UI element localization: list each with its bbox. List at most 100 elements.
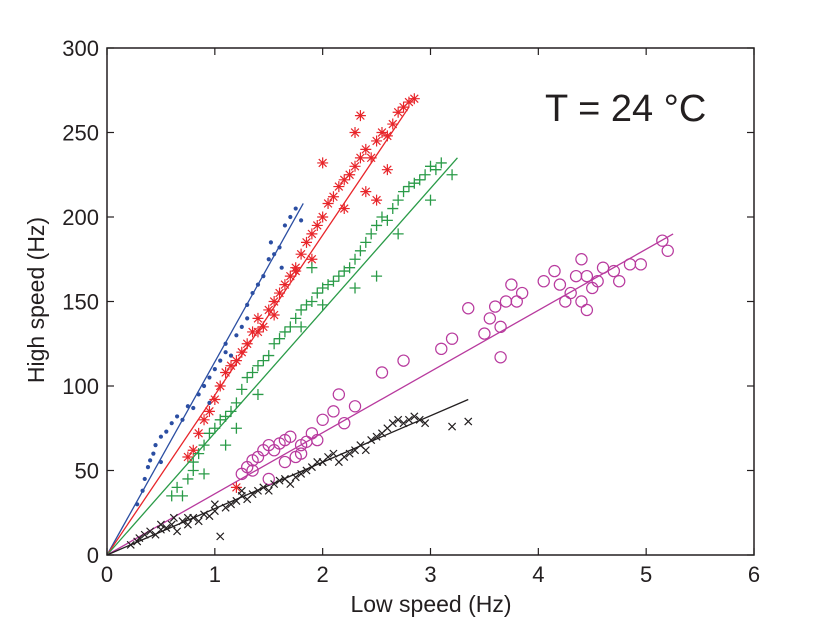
- data-point-asterisks: [333, 181, 345, 193]
- data-point-dots: [228, 353, 234, 358]
- data-point-circles: [332, 388, 346, 401]
- data-point-circles: [494, 320, 507, 334]
- data-point-plus: [349, 282, 361, 294]
- data-point-plus: [176, 490, 188, 502]
- series-circles: [235, 234, 674, 486]
- data-point-dots: [223, 341, 228, 346]
- data-point-plus: [327, 275, 339, 287]
- x-tick-label: 6: [748, 562, 760, 587]
- data-point-plus: [225, 405, 237, 417]
- data-point-crosses: [324, 452, 333, 462]
- data-point-crosses: [200, 510, 209, 519]
- data-point-asterisks: [198, 414, 210, 426]
- x-tick-label: 2: [317, 562, 329, 587]
- data-point-circles: [580, 269, 594, 283]
- data-point-asterisks: [354, 152, 366, 164]
- data-point-crosses: [162, 523, 171, 532]
- data-point-plus: [430, 164, 442, 176]
- data-point-plus: [274, 333, 286, 345]
- data-point-circles: [375, 366, 389, 379]
- data-point-dots: [185, 404, 190, 409]
- data-point-crosses: [448, 422, 457, 431]
- data-point-crosses: [248, 490, 257, 499]
- data-point-plus: [187, 465, 199, 476]
- data-point-plus: [171, 481, 183, 493]
- data-point-crosses: [291, 473, 300, 482]
- data-point-asterisks: [392, 106, 404, 118]
- data-point-asterisks: [322, 197, 334, 209]
- data-point-asterisks: [209, 394, 221, 406]
- data-point-asterisks: [360, 143, 372, 155]
- data-point-dots: [266, 257, 271, 262]
- data-point-crosses: [221, 503, 230, 512]
- data-point-crosses: [367, 436, 376, 445]
- data-point-plus: [306, 296, 318, 307]
- data-point-circles: [505, 278, 518, 291]
- x-tick-label: 3: [424, 562, 436, 587]
- data-point-plus: [414, 174, 426, 186]
- data-point-asterisks: [311, 219, 323, 231]
- data-point-circles: [435, 342, 448, 356]
- data-point-plus: [354, 245, 366, 257]
- x-tick-label: 5: [640, 562, 652, 587]
- data-point-asterisks: [354, 110, 366, 122]
- data-point-crosses: [210, 507, 219, 516]
- data-point-asterisks: [371, 135, 383, 147]
- data-point-crosses: [394, 415, 403, 424]
- data-point-asterisks: [376, 127, 388, 138]
- data-point-dots: [288, 214, 293, 220]
- data-point-asterisks: [300, 236, 312, 248]
- data-point-crosses: [286, 479, 295, 489]
- data-point-asterisks: [252, 312, 264, 324]
- data-point-plus: [392, 228, 404, 240]
- data-point-circles: [613, 275, 626, 288]
- data-point-asterisks: [398, 101, 410, 113]
- data-point-crosses: [302, 466, 311, 475]
- x-tick-label: 0: [101, 562, 113, 587]
- data-point-plus: [317, 299, 329, 311]
- data-point-crosses: [169, 513, 178, 522]
- data-point-dots: [135, 502, 140, 507]
- data-point-asterisks: [241, 338, 253, 350]
- data-point-crosses: [410, 412, 419, 421]
- data-point-asterisks: [387, 118, 399, 130]
- data-point-asterisks: [220, 366, 232, 378]
- data-point-asterisks: [252, 326, 264, 338]
- data-point-plus: [360, 236, 372, 248]
- series-dots: [135, 206, 304, 507]
- data-point-crosses: [146, 527, 155, 536]
- data-point-dots: [212, 367, 217, 372]
- data-point-plus: [371, 219, 383, 231]
- data-point-crosses: [329, 449, 338, 458]
- data-point-asterisks: [225, 360, 237, 372]
- data-point-dots: [207, 375, 212, 380]
- data-point-dots: [151, 451, 156, 456]
- data-point-crosses: [226, 500, 236, 509]
- data-point-circles: [284, 430, 297, 443]
- data-point-circles: [294, 447, 308, 460]
- data-point-crosses: [372, 432, 381, 441]
- data-point-circles: [575, 295, 588, 308]
- data-point-asterisks: [236, 346, 248, 358]
- data-point-asterisks: [317, 157, 329, 169]
- data-point-plus: [279, 326, 291, 338]
- data-point-dots: [153, 443, 158, 448]
- data-point-asterisks: [344, 169, 356, 181]
- data-point-dots: [245, 302, 250, 307]
- data-point-crosses: [275, 476, 284, 485]
- y-tick-label: 250: [62, 121, 99, 146]
- data-point-dots: [234, 333, 239, 338]
- data-point-crosses: [464, 417, 473, 426]
- data-point-plus: [284, 321, 296, 333]
- data-point-plus: [257, 355, 269, 367]
- data-point-circles: [548, 264, 561, 278]
- data-point-asterisks: [338, 203, 350, 215]
- data-point-crosses: [399, 419, 408, 428]
- data-point-plus: [290, 312, 302, 324]
- data-point-circles: [397, 354, 410, 367]
- data-point-crosses: [404, 415, 413, 424]
- fit-line-circles: [106, 233, 674, 556]
- data-point-plus: [252, 388, 264, 400]
- data-point-circles: [515, 286, 529, 300]
